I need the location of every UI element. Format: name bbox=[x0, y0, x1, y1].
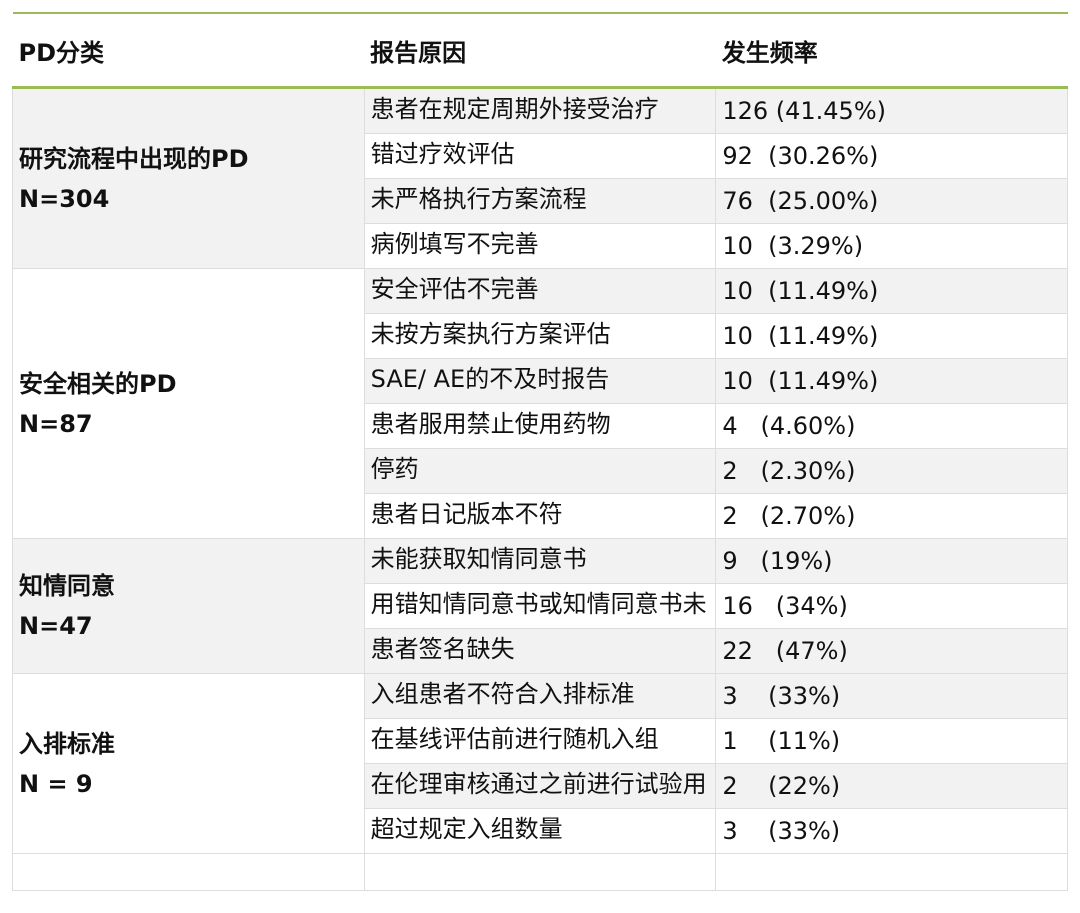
frequency-cell: 10 (3.29%) bbox=[715, 223, 1068, 269]
frequency-cell: 1 (11%) bbox=[715, 718, 1068, 764]
reason-cell: 在伦理审核通过之前进行试验用药 bbox=[363, 763, 717, 809]
frequency-cell: 10 (11.49%) bbox=[715, 358, 1068, 404]
frequency-cell: 10 (11.49%) bbox=[715, 268, 1068, 314]
row: 安全相关的PD N=87 安全评估不完善 10 (11.49%) bbox=[12, 268, 1068, 539]
empty-cell bbox=[363, 853, 717, 891]
reason-cell: 停药 bbox=[363, 448, 717, 494]
row: 入排标准 N = 9 入组患者不符合入排标准 3 (33%) bbox=[12, 673, 1068, 854]
frequency-cell: 16 (34%) bbox=[715, 583, 1068, 629]
reason-text: 病例填写不完善 bbox=[370, 230, 539, 258]
reason-text: 安全评估不完善 bbox=[370, 275, 539, 303]
reason-text: 停药 bbox=[370, 455, 419, 483]
reason-cell: 未严格执行方案流程 bbox=[363, 178, 717, 224]
reason-text: 患者签名缺失 bbox=[370, 635, 515, 663]
row: 患者日记版本不符 2 (2.70%) bbox=[13, 493, 1068, 539]
row: 在伦理审核通过之前进行试验用药 2 (22%) bbox=[13, 763, 1068, 809]
frequency-cell: 2 (2.70%) bbox=[715, 493, 1068, 539]
reason-cell: 患者在规定周期外接受治疗 bbox=[363, 87, 717, 134]
group-cell: 安全相关的PD N=87 bbox=[12, 268, 365, 539]
reason-cell: 患者服用禁止使用药物 bbox=[363, 403, 717, 449]
reason-cell: 入组患者不符合入排标准 bbox=[363, 673, 717, 719]
reason-text: 患者日记版本不符 bbox=[370, 500, 563, 528]
reason-cell: 未按方案执行方案评估 bbox=[363, 313, 717, 359]
group-name: 安全相关的PD bbox=[19, 369, 177, 398]
reason-text: 在基线评估前进行随机入组 bbox=[370, 725, 659, 753]
header-cell: 报告原因 bbox=[364, 12, 716, 89]
group-name: 研究流程中出现的PD bbox=[19, 144, 249, 173]
row: 患者服用禁止使用药物 4 (4.60%) bbox=[13, 403, 1068, 449]
frequency-cell: 10 (11.49%) bbox=[715, 313, 1068, 359]
header-cell: PD分类 bbox=[12, 12, 365, 89]
group-count: N = 9 bbox=[19, 769, 93, 798]
frequency-cell: 22 (47%) bbox=[715, 628, 1068, 674]
empty-cell bbox=[12, 853, 365, 891]
row: 超过规定入组数量 3 (33%) bbox=[13, 808, 1068, 854]
frequency-cell: 2 (22%) bbox=[715, 763, 1068, 809]
group-name: 入排标准 bbox=[19, 729, 115, 758]
row: 患者签名缺失 22 (47%) bbox=[13, 628, 1068, 674]
table-body: PD分类 报告原因 发生频率研究流程中出现的PD N=304 患者在规定周期外接受治疗 1… bbox=[12, 12, 1068, 891]
reason-text: 患者服用禁止使用药物 bbox=[370, 410, 611, 438]
group-cell: 入排标准 N = 9 bbox=[12, 673, 365, 854]
group-count: N=47 bbox=[19, 612, 93, 640]
empty-row bbox=[12, 853, 1068, 891]
reason-text: 在伦理审核通过之前进行试验用药 bbox=[370, 770, 707, 798]
frequency-cell: 3 (33%) bbox=[715, 673, 1068, 719]
frequency-cell: 126 (41.45%) bbox=[715, 87, 1068, 134]
row: 病例填写不完善 10 (3.29%) bbox=[13, 223, 1068, 269]
group-count: N=304 bbox=[19, 184, 110, 213]
reason-cell: 安全评估不完善 bbox=[363, 268, 717, 314]
reason-text: 患者在规定周期外接受治疗 bbox=[370, 95, 659, 123]
reason-cell: 患者签名缺失 bbox=[363, 628, 717, 674]
row: 错过疗效评估 92 (30.26%) bbox=[13, 133, 1068, 179]
row: 未按方案执行方案评估 10 (11.49%) bbox=[13, 313, 1068, 359]
pd-table: PD分类 报告原因 发生频率研究流程中出现的PD N=304 患者在规定周期外接受治疗 1… bbox=[12, 12, 1068, 891]
reason-cell: SAE/ AE的不及时报告 bbox=[363, 358, 717, 404]
reason-cell: 错过疗效评估 bbox=[363, 133, 717, 179]
reason-text: 未严格执行方案流程 bbox=[370, 185, 587, 213]
row: 用错知情同意书或知情同意书未经过审核 16 (34%) bbox=[13, 583, 1068, 629]
frequency-cell: 4 (4.60%) bbox=[715, 403, 1068, 449]
frequency-cell: 2 (2.30%) bbox=[715, 448, 1068, 494]
reason-cell: 在基线评估前进行随机入组 bbox=[363, 718, 717, 764]
row: 知情同意 N=47 未能获取知情同意书 9 (19%) bbox=[12, 538, 1068, 674]
row: 研究流程中出现的PD N=304 患者在规定周期外接受治疗 126 (41.45%) bbox=[12, 87, 1068, 269]
reason-cell: 病例填写不完善 bbox=[363, 223, 717, 269]
reason-cell: 超过规定入组数量 bbox=[363, 808, 717, 854]
group-cell: 研究流程中出现的PD N=304 bbox=[12, 87, 365, 269]
reason-cell: 未能获取知情同意书 bbox=[363, 538, 717, 584]
reason-text: SAE/ AE的不及时报告 bbox=[370, 365, 610, 393]
reason-cell: 用错知情同意书或知情同意书未经过审核 bbox=[363, 583, 717, 629]
group-cell: 知情同意 N=47 bbox=[12, 538, 365, 674]
reason-text: 超过规定入组数量 bbox=[370, 815, 563, 843]
frequency-cell: 3 (33%) bbox=[715, 808, 1068, 854]
reason-cell: 患者日记版本不符 bbox=[363, 493, 717, 539]
reason-text: 入组患者不符合入排标准 bbox=[370, 680, 635, 708]
row: 未严格执行方案流程 76 (25.00%) bbox=[13, 178, 1068, 224]
group-count: N=87 bbox=[19, 409, 93, 438]
frequency-cell: 76 (25.00%) bbox=[715, 178, 1068, 224]
header-cell: 发生频率 bbox=[715, 12, 1068, 89]
reason-text: 错过疗效评估 bbox=[370, 140, 515, 168]
empty-cell bbox=[715, 853, 1068, 891]
row: SAE/ AE的不及时报告 10 (11.49%) bbox=[13, 358, 1068, 404]
reason-text: 未按方案执行方案评估 bbox=[370, 320, 611, 348]
group-name: 知情同意 bbox=[19, 572, 115, 600]
frequency-cell: 9 (19%) bbox=[715, 538, 1068, 584]
row: 停药 2 (2.30%) bbox=[13, 448, 1068, 494]
reason-text: 未能获取知情同意书 bbox=[370, 545, 587, 573]
reason-text: 用错知情同意书或知情同意书未经过审核 bbox=[370, 590, 707, 618]
header-row: PD分类 报告原因 发生频率 bbox=[12, 12, 1068, 89]
frequency-cell: 92 (30.26%) bbox=[715, 133, 1068, 179]
